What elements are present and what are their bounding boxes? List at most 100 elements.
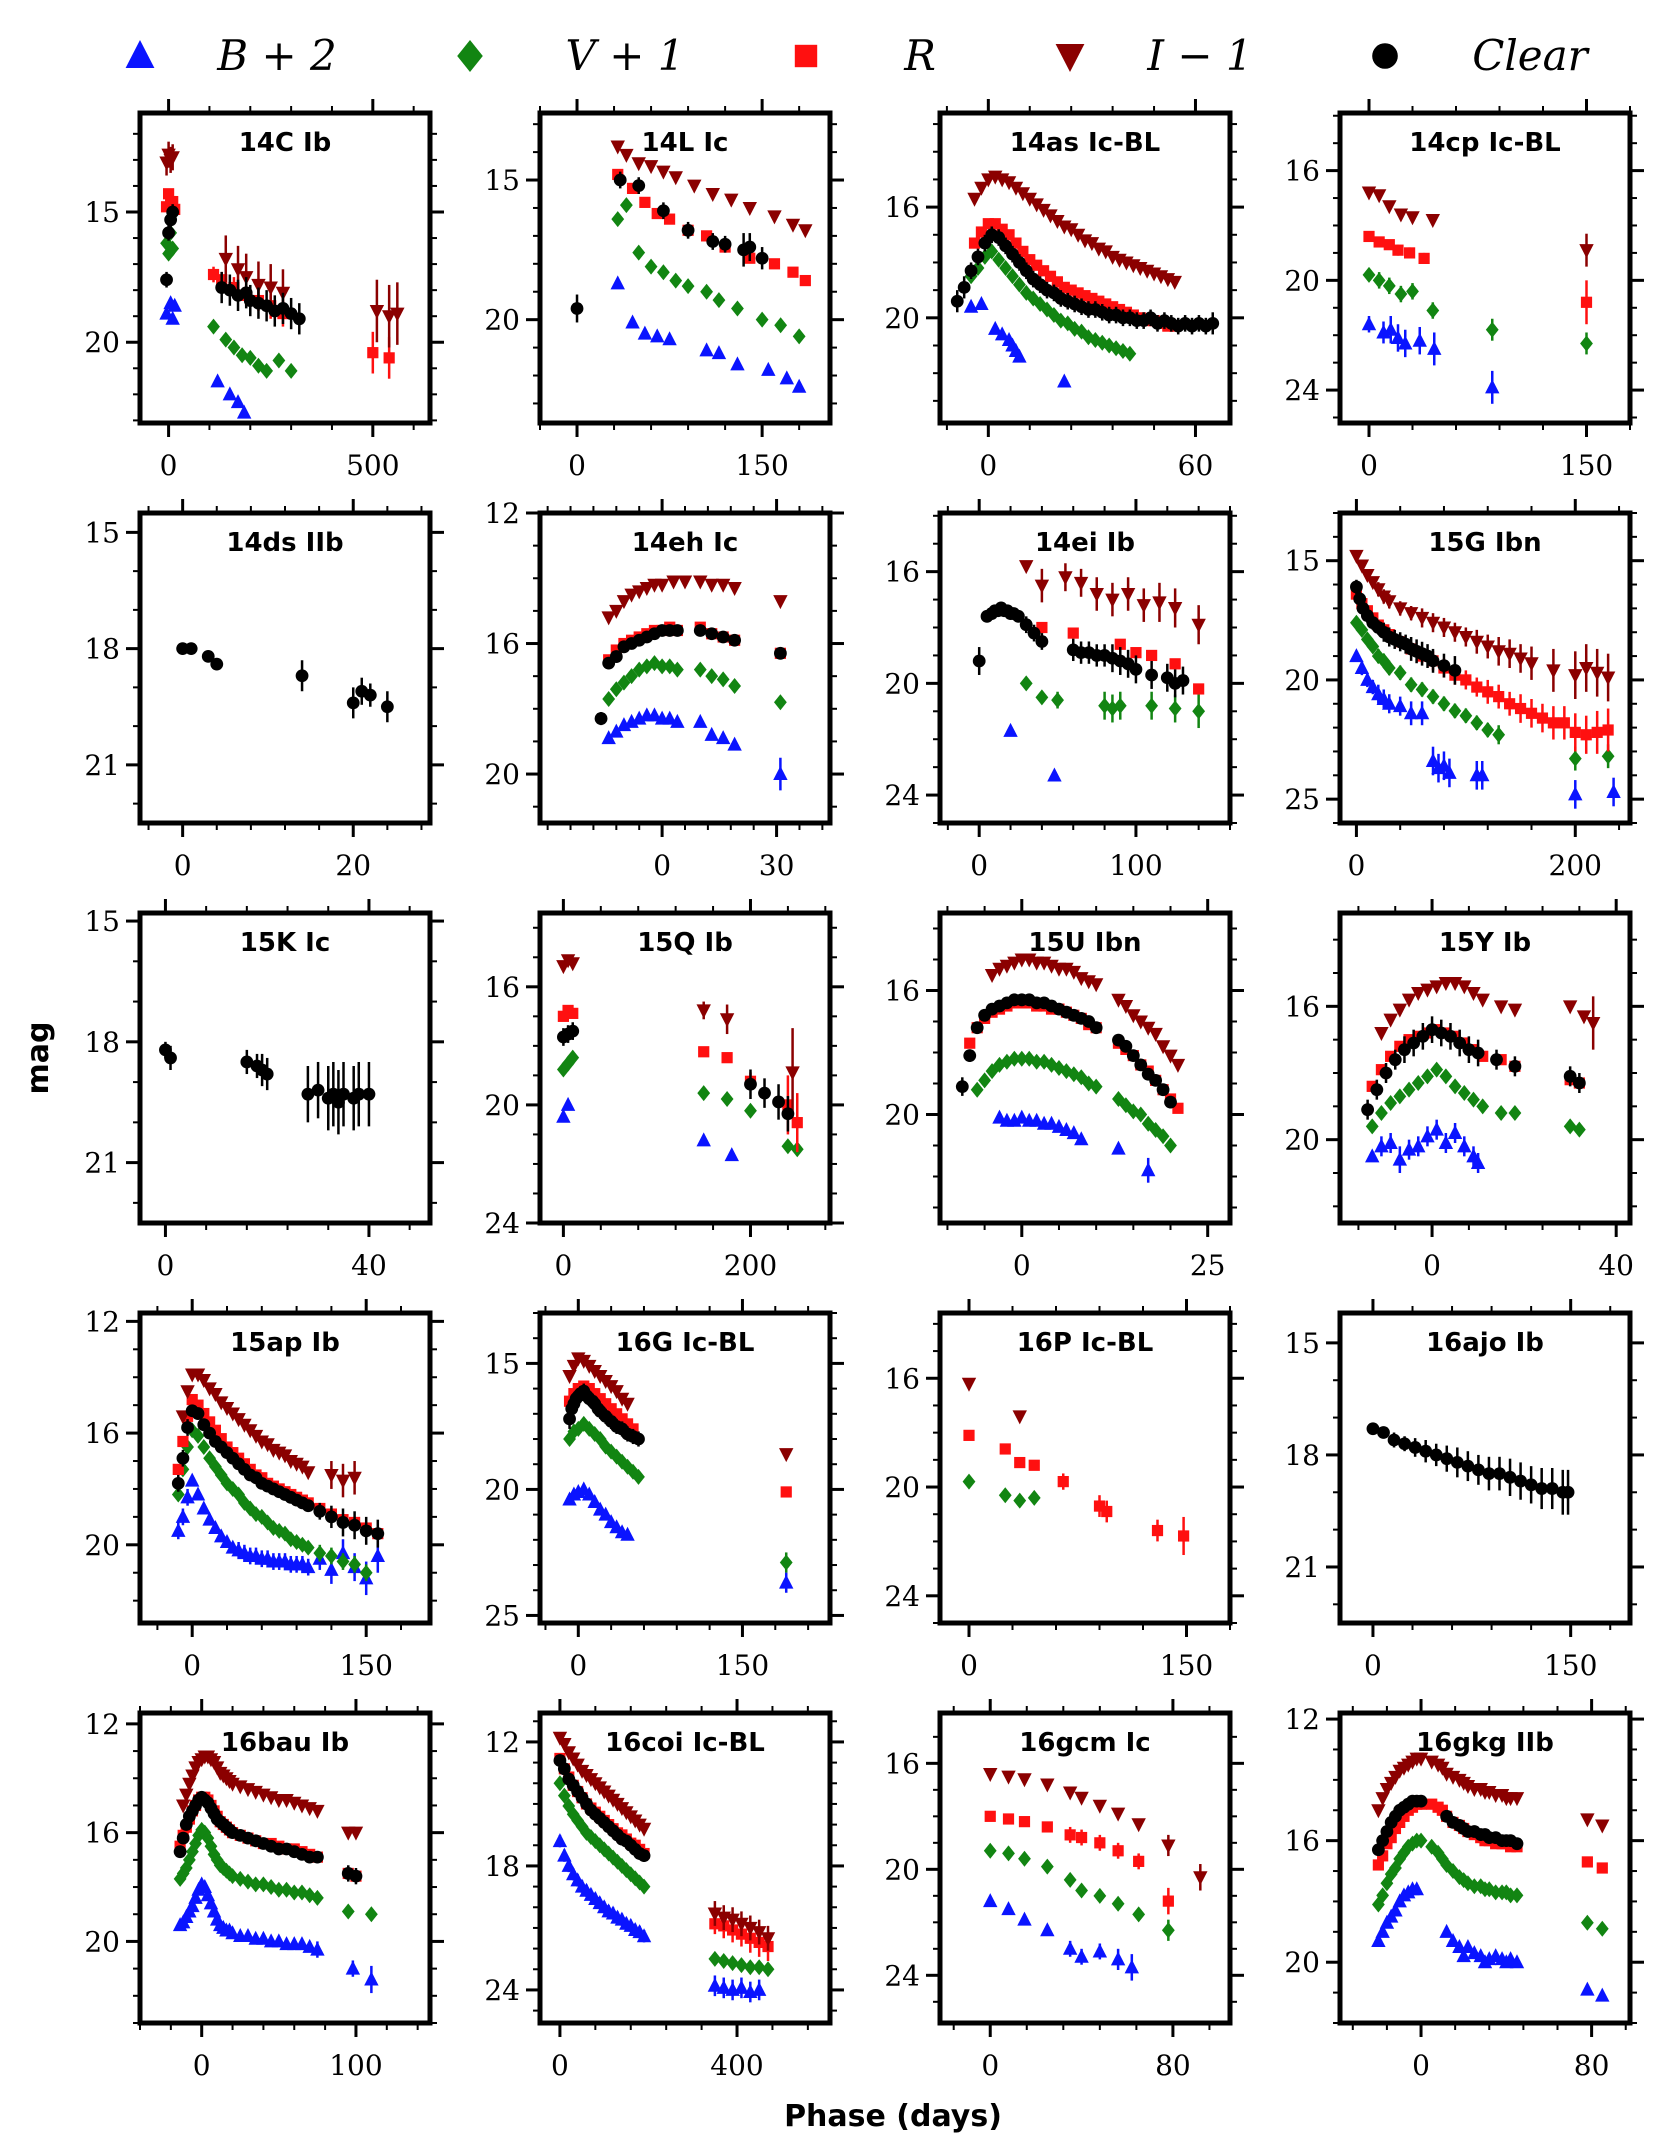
point-R — [1418, 252, 1430, 264]
point-I — [1148, 1027, 1163, 1042]
y-tick-label: 16 — [884, 975, 920, 1008]
point-V — [1601, 748, 1615, 765]
point-B — [1375, 1923, 1390, 1938]
point-R — [1377, 1850, 1389, 1862]
point-I — [1022, 192, 1037, 207]
point-R — [610, 644, 622, 656]
panel-16: 0 100 12 16 20 16bau Ib — [84, 1699, 444, 2082]
panel-title: 16bau Ib — [221, 1728, 349, 1758]
point-V — [998, 1487, 1012, 1504]
point-R — [1398, 1810, 1410, 1822]
point-C — [1490, 1053, 1503, 1067]
point-R — [1120, 306, 1133, 318]
point-R — [1596, 1862, 1608, 1874]
point-I — [301, 1466, 316, 1481]
point-I — [1371, 1804, 1386, 1819]
point-I — [693, 575, 708, 590]
x-tick-label: 100 — [1109, 849, 1162, 882]
point-V — [1116, 343, 1130, 360]
point-R — [367, 347, 379, 359]
legend-label-C: Clear — [1472, 31, 1590, 80]
point-R — [1065, 284, 1077, 296]
point-C — [162, 226, 175, 240]
point-R — [1101, 1505, 1113, 1518]
point-I — [1105, 593, 1120, 608]
point-V — [705, 668, 719, 685]
point-I — [1360, 569, 1375, 583]
panel-title: 15Y Ib — [1439, 928, 1531, 958]
point-V — [670, 661, 684, 678]
point-R — [1394, 1816, 1406, 1829]
point-V — [1019, 675, 1033, 692]
x-tick-label: 0 — [1348, 849, 1366, 882]
point-B — [171, 1522, 186, 1537]
point-V — [1015, 1050, 1029, 1067]
point-C — [1437, 659, 1451, 673]
panel-title: 15K Ic — [240, 928, 330, 958]
point-I — [1438, 977, 1454, 991]
panel-title: 16P Ic-BL — [1017, 1328, 1154, 1358]
point-C — [362, 1087, 376, 1101]
point-I — [616, 595, 632, 610]
point-I — [636, 1822, 652, 1837]
point-C — [718, 237, 732, 251]
point-I — [631, 157, 646, 172]
point-V — [1156, 1128, 1170, 1145]
point-C — [260, 1067, 274, 1081]
point-B — [324, 1561, 339, 1576]
point-R — [1079, 290, 1091, 302]
panel-frame — [137, 910, 433, 1226]
x-tick-label: 0 — [174, 849, 192, 882]
point-V — [1457, 1085, 1471, 1101]
point-R — [1389, 1822, 1402, 1835]
point-B — [1429, 1121, 1444, 1136]
point-C — [1126, 1049, 1140, 1062]
point-B — [1111, 1140, 1126, 1155]
point-V — [249, 1876, 263, 1893]
point-B — [1051, 1118, 1067, 1133]
point-B — [552, 1833, 568, 1848]
point-R — [1392, 244, 1404, 256]
panel-title: 14L Ic — [642, 128, 729, 158]
point-V — [1595, 1920, 1609, 1937]
point-R — [1558, 717, 1570, 729]
point-B — [1456, 1948, 1471, 1963]
point-R — [1010, 237, 1022, 249]
panel-frame — [1337, 1310, 1633, 1626]
point-I — [1374, 1027, 1389, 1041]
point-I — [1084, 237, 1100, 252]
point-I — [1425, 616, 1441, 631]
point-V — [1411, 1075, 1425, 1091]
point-B — [699, 342, 714, 357]
point-I — [967, 192, 982, 207]
point-V — [1431, 1844, 1445, 1861]
point-B — [609, 723, 624, 738]
point-V — [348, 1556, 361, 1573]
panel-frame — [1337, 510, 1633, 826]
point-B — [1349, 648, 1364, 663]
point-I — [1040, 1778, 1055, 1793]
panel-data — [594, 575, 788, 791]
point-V — [566, 1049, 580, 1066]
point-V — [272, 352, 286, 369]
point-V — [1485, 321, 1499, 338]
panel-data — [983, 1767, 1208, 1981]
x-tick-label: 0 — [981, 2049, 999, 2082]
point-V — [364, 1906, 378, 1923]
point-C — [313, 1504, 327, 1518]
point-I — [1466, 987, 1481, 1001]
point-I — [1429, 980, 1444, 995]
point-I — [999, 959, 1015, 974]
point-B — [1365, 679, 1381, 694]
panel-data — [570, 140, 813, 393]
point-B — [345, 1960, 361, 1975]
point-I — [601, 611, 616, 626]
point-R — [1017, 245, 1029, 257]
point-I — [668, 171, 683, 186]
point-R — [1093, 295, 1105, 307]
point-I — [1371, 189, 1387, 204]
point-I — [1371, 583, 1386, 598]
point-V — [249, 1506, 263, 1523]
point-I — [1420, 983, 1435, 998]
point-I — [1034, 579, 1050, 594]
